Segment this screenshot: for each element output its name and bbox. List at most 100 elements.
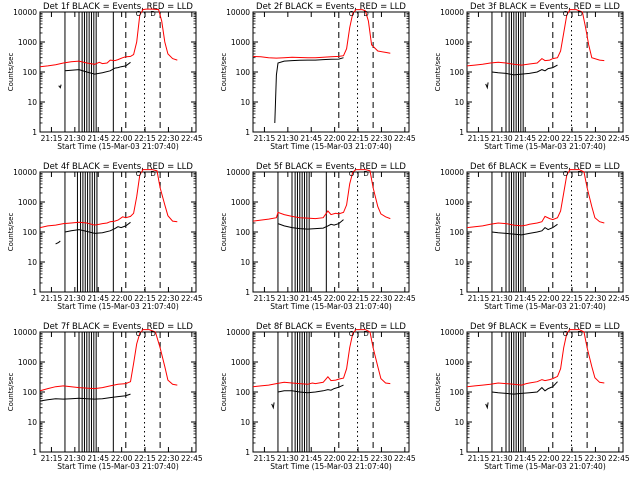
panel-det-9: Det 9f BLACK = Events, RED = LLD 1 10 100 10…: [434, 322, 630, 471]
x-tick-label: 21:30: [277, 454, 299, 463]
x-tick-label: 22:30: [371, 294, 393, 303]
series-events-line: [485, 82, 489, 90]
x-tick-label: 21:30: [64, 294, 86, 303]
marker-d: D: [577, 10, 582, 18]
y-tick-label: 1000: [18, 358, 37, 367]
marker-o: O: [349, 10, 355, 18]
plot-frame: [466, 331, 624, 453]
x-tick-label: 22:15: [134, 134, 156, 143]
x-tick-label: 22:00: [324, 454, 346, 463]
plot-area: [40, 329, 178, 452]
x-tick-label: 22:30: [158, 454, 180, 463]
x-axis-label: Start Time (15-Mar-03 21:07:40): [484, 302, 606, 311]
x-tick-label: 22:30: [585, 294, 607, 303]
panel-det-8: Det 8f BLACK = Events, RED = LLD 1 10 100 10…: [220, 322, 416, 471]
panel-title: Det 8f BLACK = Events, RED = LLD: [256, 322, 406, 332]
panel-det-4: Det 4f BLACK = Events, RED = LLD 1 10 100 10…: [7, 162, 203, 311]
x-tick-label: 22:45: [181, 454, 203, 463]
y-tick-label: 10: [27, 258, 37, 267]
panel-title: Det 9f BLACK = Events, RED = LLD: [470, 322, 620, 332]
marker-o: O: [563, 170, 569, 178]
y-tick-label: 1000: [231, 358, 250, 367]
x-tick-label: 21:15: [468, 294, 490, 303]
panel-det-1: Det 1f BLACK = Events, RED = LLD 1 10 100 10…: [7, 2, 203, 151]
y-tick-label: 1000: [445, 198, 464, 207]
y-tick-label: 1: [459, 128, 464, 137]
y-tick-label: 10000: [226, 168, 250, 177]
series-events-line: [491, 64, 558, 76]
series-lld-line: [40, 329, 178, 392]
marker-o: O: [563, 10, 569, 18]
panel-det-6: Det 6f BLACK = Events, RED = LLD 1 10 100 10…: [434, 162, 630, 311]
panel-det-2: Det 2f BLACK = Events, RED = LLD 1 10 100 10…: [220, 2, 416, 151]
panel-det-3: Det 3f BLACK = Events, RED = LLD 1 10 100 10…: [434, 2, 630, 151]
x-tick-label: 22:30: [158, 294, 180, 303]
x-tick-label: 22:00: [111, 294, 133, 303]
panel-det-5: Det 5f BLACK = Events, RED = LLD 1 10 100 10…: [220, 162, 416, 311]
series-lld-line: [253, 329, 391, 388]
series-events-line: [64, 221, 131, 234]
x-tick-label: 22:00: [111, 454, 133, 463]
y-tick-label: 1: [32, 448, 37, 457]
x-tick-label: 22:15: [347, 294, 369, 303]
x-tick-label: 22:45: [394, 294, 416, 303]
x-tick-label: 22:45: [394, 134, 416, 143]
y-tick-label: 10000: [226, 8, 250, 17]
x-axis-label: Start Time (15-Mar-03 21:07:40): [57, 142, 179, 151]
series-events-line: [277, 219, 344, 230]
y-axis-label: Counts/sec: [7, 53, 15, 92]
x-tick-label: 22:00: [538, 134, 560, 143]
x-tick-label: 21:30: [277, 294, 299, 303]
series-lld-line: [467, 169, 605, 229]
y-tick-label: 10000: [13, 328, 37, 337]
plot-area: [253, 329, 391, 452]
x-tick-label: 22:45: [181, 134, 203, 143]
series-events-line: [491, 381, 558, 395]
x-axis-label: Start Time (15-Mar-03 21:07:40): [57, 462, 179, 471]
y-axis-label: Counts/sec: [7, 213, 15, 252]
y-tick-label: 10: [240, 98, 250, 107]
y-tick-label: 10: [240, 418, 250, 427]
x-tick-label: 21:15: [41, 454, 63, 463]
y-tick-label: 100: [450, 388, 465, 397]
y-axis-label: Counts/sec: [434, 213, 442, 252]
plot-area: [253, 169, 391, 292]
series-events-line: [277, 384, 344, 394]
panel-title: Det 3f BLACK = Events, RED = LLD: [470, 2, 620, 12]
y-tick-label: 10000: [13, 8, 37, 17]
x-tick-label: 22:15: [561, 454, 583, 463]
x-tick-label: 21:45: [300, 294, 322, 303]
y-tick-label: 1: [459, 288, 464, 297]
marker-o: O: [136, 10, 142, 18]
x-tick-label: 21:45: [514, 294, 536, 303]
marker-d: D: [577, 330, 582, 338]
y-tick-label: 100: [23, 388, 38, 397]
x-tick-label: 22:30: [585, 134, 607, 143]
y-tick-label: 1: [32, 288, 37, 297]
y-tick-label: 10: [454, 418, 464, 427]
y-tick-label: 10000: [440, 328, 464, 337]
y-axis-label: Counts/sec: [220, 53, 228, 92]
y-tick-label: 10000: [13, 168, 37, 177]
x-tick-label: 22:00: [538, 454, 560, 463]
y-tick-label: 100: [236, 68, 251, 77]
y-tick-label: 1: [459, 448, 464, 457]
plot-area: [467, 329, 605, 452]
panel-det-7: Det 7f BLACK = Events, RED = LLD 1 10 100 10…: [7, 322, 203, 471]
series-events-line: [274, 57, 344, 124]
plot-frame: [252, 331, 410, 453]
plot-frame: [466, 11, 624, 133]
series-lld-line: [40, 8, 178, 68]
x-tick-label: 22:30: [585, 454, 607, 463]
x-tick-label: 21:45: [87, 294, 109, 303]
y-tick-label: 1000: [445, 358, 464, 367]
series-events-line: [64, 61, 131, 75]
x-tick-label: 22:15: [561, 134, 583, 143]
series-events-line: [58, 84, 62, 89]
y-tick-label: 10000: [440, 8, 464, 17]
series-lld-line: [253, 169, 391, 222]
x-tick-label: 21:30: [64, 454, 86, 463]
plot-frame: [252, 171, 410, 293]
series-lld-line: [467, 329, 605, 388]
series-events-line: [485, 402, 489, 410]
